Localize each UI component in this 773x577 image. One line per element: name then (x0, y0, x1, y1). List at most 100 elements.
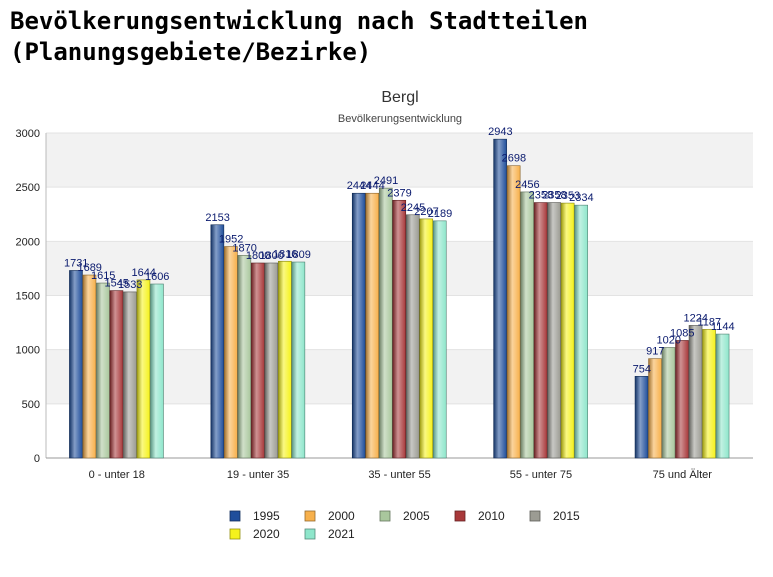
y-tick-label: 2000 (16, 236, 40, 248)
bars (69, 138, 730, 459)
data-label: 1533 (118, 279, 142, 291)
bar[interactable] (419, 218, 434, 459)
bar[interactable] (365, 192, 380, 459)
legend-item[interactable]: 2005 (379, 509, 430, 523)
y-tick-label: 3000 (16, 128, 40, 140)
legend-item[interactable]: 2021 (304, 527, 355, 541)
y-tick-label: 1500 (16, 291, 40, 303)
legend-swatch (304, 510, 316, 522)
data-label: 2153 (205, 212, 229, 224)
page-title-line-2: (Planungsgebiete/Bezirke) (10, 38, 372, 66)
legend-label: 2015 (553, 509, 580, 523)
data-label: 1870 (232, 242, 256, 254)
data-label: 2207 (414, 206, 438, 218)
data-label: 1809 (286, 249, 310, 261)
data-label: 1545 (104, 278, 128, 290)
bar[interactable] (96, 282, 110, 459)
data-label: 917 (646, 346, 664, 358)
bar[interactable] (264, 262, 279, 459)
bar[interactable] (109, 290, 124, 459)
legend-swatch (304, 528, 316, 540)
chart-subtitle: Bevölkerungsentwicklung (338, 113, 462, 125)
data-label: 2698 (502, 153, 526, 165)
data-label: 2444 (347, 180, 371, 192)
legend-item[interactable]: 2020 (229, 527, 280, 541)
bar[interactable] (661, 347, 676, 459)
bar[interactable] (123, 291, 137, 459)
bar[interactable] (224, 246, 238, 459)
page-title: Bevölkerungsentwicklung nach Stadtteilen… (10, 6, 588, 68)
x-tick-label: 75 und Älter (653, 469, 713, 481)
data-label: 1800 (259, 250, 283, 262)
legend-label: 1995 (253, 509, 280, 523)
bar[interactable] (648, 358, 662, 459)
bar[interactable] (237, 255, 252, 459)
bar[interactable] (574, 204, 588, 459)
data-label: 1187 (697, 316, 721, 328)
x-tick-label: 55 - unter 75 (510, 469, 572, 481)
x-tick-label: 35 - unter 55 (368, 469, 430, 481)
data-label: 1224 (684, 312, 708, 324)
x-tick-label: 0 - unter 18 (89, 469, 145, 481)
legend-label: 2020 (253, 527, 280, 541)
bar[interactable] (378, 187, 393, 459)
legend-item[interactable]: 2010 (454, 509, 505, 523)
bar[interactable] (547, 202, 561, 459)
data-label: 1020 (657, 335, 681, 347)
data-label: 1800 (246, 250, 270, 262)
bar[interactable] (69, 270, 83, 459)
legend-label: 2021 (328, 527, 355, 541)
data-label: 2334 (569, 192, 593, 204)
bar[interactable] (351, 192, 366, 459)
data-label: 1644 (131, 267, 155, 279)
legend-swatch (229, 528, 241, 540)
bar[interactable] (136, 279, 151, 459)
bar[interactable] (432, 220, 447, 459)
bar[interactable] (715, 333, 730, 459)
x-tick-label: 19 - unter 35 (227, 469, 289, 481)
bar[interactable] (392, 199, 407, 459)
data-label: 1952 (219, 234, 243, 246)
data-label: 1606 (145, 271, 169, 283)
data-label: 2358 (542, 190, 566, 202)
data-label: 2379 (387, 187, 411, 199)
bar[interactable] (82, 274, 97, 459)
bar[interactable] (291, 261, 306, 459)
legend-swatch (379, 510, 391, 522)
legend-swatch (529, 510, 541, 522)
bar[interactable] (506, 165, 521, 459)
bar[interactable] (493, 138, 507, 459)
bar[interactable] (560, 202, 575, 459)
data-label: 1816 (273, 248, 297, 260)
legend-label: 2010 (478, 509, 505, 523)
bar[interactable] (405, 214, 420, 459)
legend[interactable]: 1995 2000 2005 2010 2015 2020 2021 (229, 509, 580, 541)
legend-label: 2000 (328, 509, 355, 523)
legend-item[interactable]: 2000 (304, 509, 355, 523)
bar[interactable] (278, 260, 292, 459)
bar[interactable] (251, 262, 265, 459)
data-label: 2943 (488, 126, 512, 138)
legend-label: 2005 (403, 509, 430, 523)
data-label: 2245 (401, 202, 425, 214)
legend-item[interactable]: 2015 (529, 509, 580, 523)
data-label: 1144 (711, 321, 735, 333)
bar[interactable] (702, 329, 716, 459)
bar[interactable] (520, 191, 534, 459)
bar[interactable] (675, 340, 689, 459)
data-label: 1689 (77, 262, 101, 274)
legend-item[interactable]: 1995 (229, 509, 280, 523)
bar[interactable] (150, 283, 164, 459)
grid-band (46, 133, 753, 188)
bar[interactable] (688, 325, 703, 459)
bar[interactable] (210, 224, 225, 459)
legend-swatch (454, 510, 466, 522)
y-tick-label: 1000 (16, 345, 40, 357)
bar[interactable] (533, 202, 548, 459)
y-tick-label: 0 (34, 453, 40, 465)
page-title-line-1: Bevölkerungsentwicklung nach Stadtteilen (10, 7, 588, 35)
bar[interactable] (634, 376, 649, 459)
data-label: 1085 (670, 327, 694, 339)
legend-swatch (229, 510, 241, 522)
